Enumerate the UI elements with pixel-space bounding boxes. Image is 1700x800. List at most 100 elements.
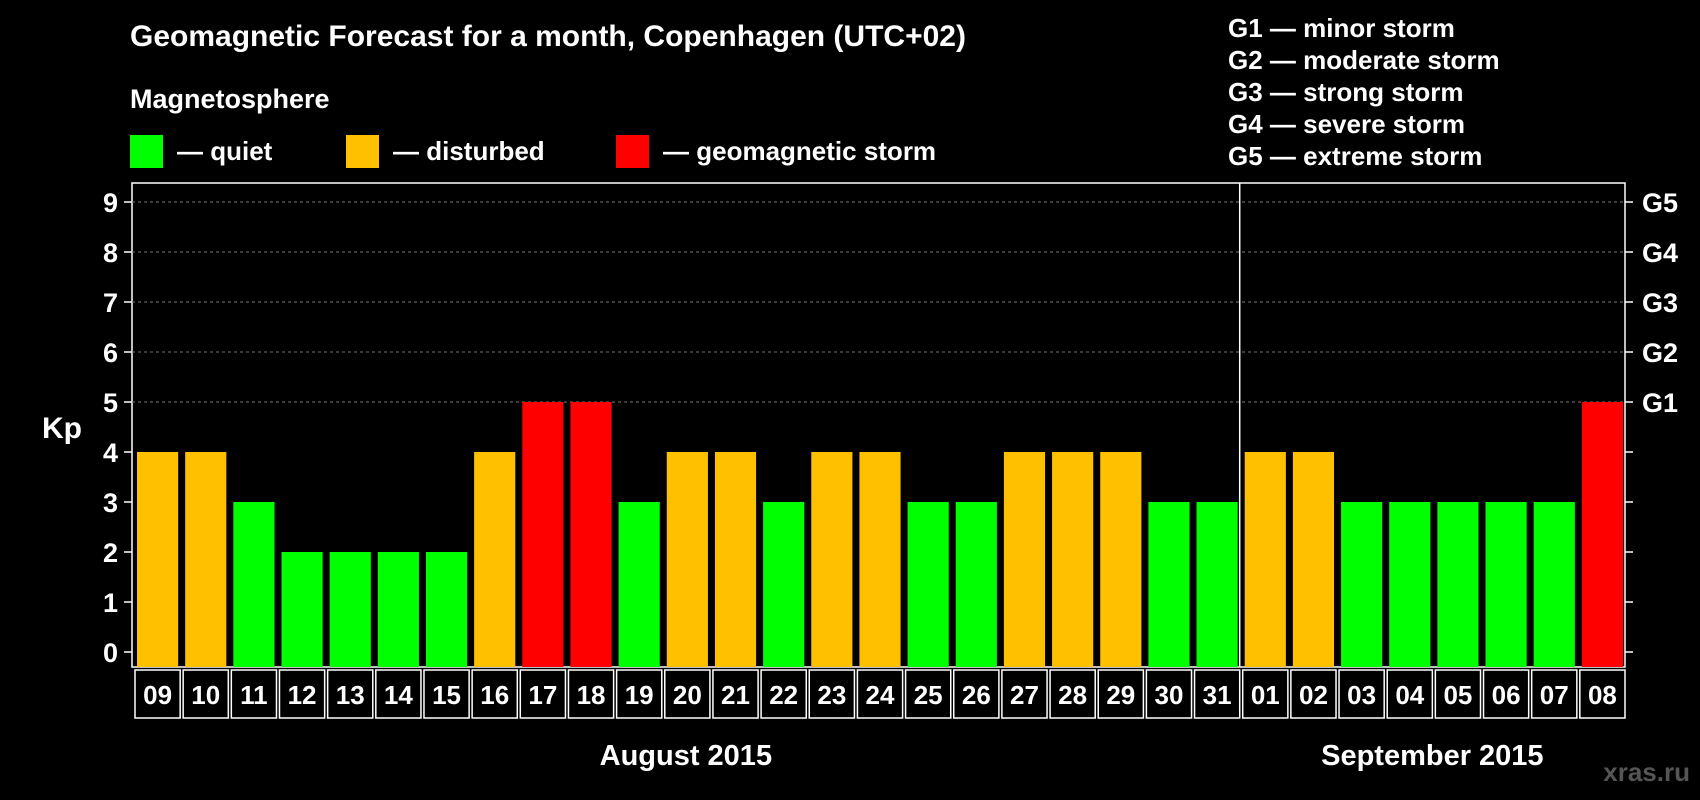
bar [1292, 452, 1335, 667]
g-legend-line: G3 — strong storm [1228, 77, 1464, 107]
bar [955, 502, 997, 667]
g-legend-line: G2 — moderate storm [1228, 45, 1500, 75]
bar [474, 452, 516, 667]
bar [1148, 502, 1190, 667]
x-tick-label: 06 [1492, 680, 1521, 710]
legend-swatch-storm [616, 134, 649, 168]
legend-item-disturbed: — disturbed [346, 134, 545, 168]
bar [377, 552, 419, 667]
bar [907, 502, 949, 667]
date-cell [1482, 669, 1530, 719]
bar [1052, 452, 1094, 667]
legend-swatch-quiet [130, 134, 163, 168]
date-cell [423, 669, 470, 719]
bar [281, 552, 323, 667]
date-cell [1530, 669, 1578, 719]
date-cell [712, 669, 759, 719]
date-cell [326, 669, 374, 719]
y-tick-label: 5 [103, 388, 118, 418]
legend-item-storm: — geomagnetic storm [616, 134, 937, 168]
x-tick-label: 08 [1588, 680, 1617, 710]
bar [1244, 452, 1286, 667]
date-cell [182, 669, 230, 719]
bar [763, 502, 805, 667]
x-tick-label: 26 [962, 680, 991, 710]
x-tick-label: 27 [1010, 680, 1039, 710]
bar [137, 452, 179, 667]
bar [1581, 402, 1623, 667]
date-cell [615, 669, 663, 719]
x-tick-label: 15 [432, 680, 461, 710]
x-tick-label: 31 [1203, 680, 1232, 710]
bar [185, 452, 227, 667]
date-cell [1579, 669, 1626, 719]
legend-swatch-disturbed [346, 134, 379, 168]
y-tick-label: 8 [103, 238, 118, 268]
date-cell [1338, 669, 1385, 719]
month-label: September 2015 [1321, 740, 1543, 772]
date-cell [134, 669, 181, 719]
date-cell [1097, 669, 1145, 719]
legend-heading: Magnetosphere [130, 84, 330, 114]
date-cell [230, 669, 278, 719]
bar [714, 452, 757, 667]
date-cell [519, 669, 567, 719]
g-scale-legend: G1 — minor storm G2 — moderate storm G3 … [1228, 12, 1500, 172]
bar [1389, 502, 1431, 667]
legend-label-storm: — geomagnetic storm [663, 135, 937, 166]
y-tick-label: 1 [103, 588, 118, 618]
date-cell [664, 669, 711, 719]
bar [1003, 452, 1046, 667]
y-tick-label: 4 [103, 438, 118, 468]
g-legend-line: G4 — severe storm [1228, 109, 1466, 139]
x-tick-label: 25 [914, 680, 943, 710]
date-cell [1290, 669, 1337, 719]
right-axis-label: G5 [1642, 188, 1678, 218]
bar [522, 402, 564, 667]
x-tick-label: 21 [721, 680, 750, 710]
date-cell [808, 669, 856, 719]
date-cell [856, 669, 904, 719]
date-cell [1049, 669, 1096, 719]
x-tick-label: 12 [288, 680, 317, 710]
x-tick-label: 20 [673, 680, 702, 710]
date-cell [1145, 669, 1193, 719]
date-cell [1241, 669, 1289, 719]
x-tick-label: 30 [1155, 680, 1184, 710]
x-tick-label: 13 [336, 680, 365, 710]
g-legend-line: G1 — minor storm [1228, 13, 1455, 43]
x-tick-label: 19 [625, 680, 654, 710]
y-tick-label: 3 [103, 488, 118, 518]
date-cell [952, 669, 1000, 719]
right-axis-label: G2 [1642, 338, 1678, 368]
x-tick-label: 04 [1395, 680, 1424, 710]
date-cell [760, 669, 808, 719]
x-tick-label: 14 [384, 680, 413, 710]
y-tick-label: 9 [103, 188, 118, 218]
x-tick-label: 10 [191, 680, 220, 710]
bar [1196, 502, 1238, 667]
y-axis-label: Kp [42, 412, 82, 445]
x-tick-label: 01 [1251, 680, 1280, 710]
bar [859, 452, 901, 667]
watermark: xras.ru [1603, 757, 1690, 787]
bar [1533, 502, 1575, 667]
x-tick-label: 24 [866, 680, 895, 710]
legend-label-disturbed: — disturbed [393, 135, 545, 166]
x-tick-label: 03 [1347, 680, 1376, 710]
legend-label-quiet: — quiet [177, 135, 273, 166]
date-cell [471, 669, 519, 719]
bar [233, 502, 275, 667]
x-tick-label: 28 [1058, 680, 1087, 710]
x-tick-label: 05 [1443, 680, 1472, 710]
date-cell [1434, 669, 1482, 719]
date-cell [278, 669, 326, 719]
g-legend-line: G5 — extreme storm [1228, 141, 1483, 171]
x-tick-label: 02 [1299, 680, 1328, 710]
x-tick-label: 22 [769, 680, 798, 710]
right-axis-label: G3 [1642, 288, 1678, 318]
month-label: August 2015 [600, 740, 772, 772]
date-cell [375, 669, 422, 719]
legend-item-quiet: — quiet [130, 134, 273, 168]
